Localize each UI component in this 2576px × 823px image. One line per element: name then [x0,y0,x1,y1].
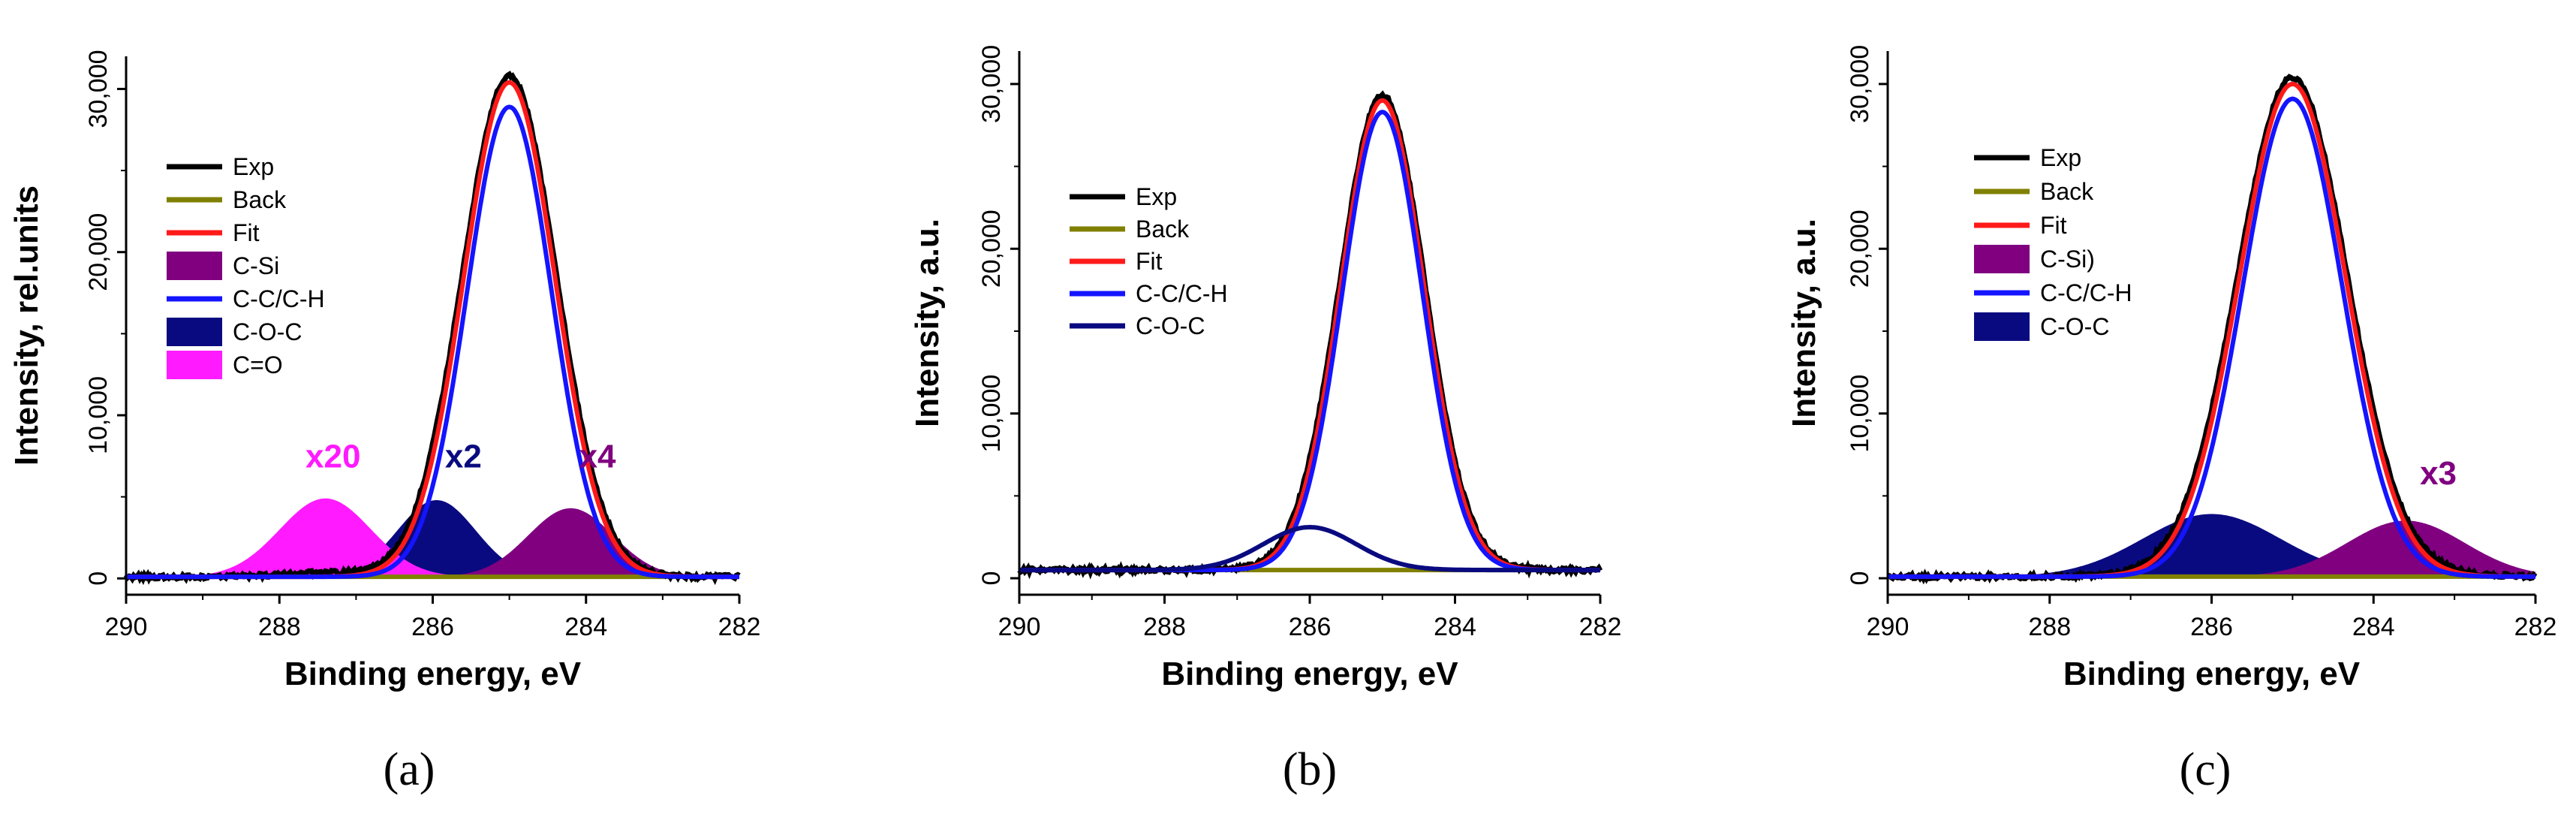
x-tick-label: 284 [1434,613,1476,641]
x-tick-label: 284 [2352,613,2395,641]
chart-panel-b: 290 288 286 284 282 0 10,000 20,000 30,000 Bindin… [909,45,1621,795]
y-tick-label: 30,000 [84,50,113,128]
panel-label: (b) [1283,744,1337,795]
x-axis-label: Binding energy, eV [284,656,582,692]
y-tick-label: 0 [84,571,113,586]
y-axis-label: Intensity, a.u. [1786,219,1822,427]
peak-fill-c-o-c [126,500,739,577]
legend-label: C-O-C [1136,312,1205,339]
legend-label: Back [233,186,287,213]
panel-label: (c) [2180,744,2231,795]
x-tick-label: 288 [2028,613,2071,641]
y-tick-label: 30,000 [977,45,1006,123]
peak-fill-c-si [126,508,739,577]
y-axis-label: Intensity, a.u. [909,219,946,427]
x-axis-label: Binding energy, eV [2063,656,2361,692]
x-tick-label: 286 [1289,613,1332,641]
plot-area [1017,90,1603,580]
y-tick-label: 10,000 [84,376,113,454]
legend-label: Exp [1136,183,1177,210]
peak-fill-c-o-c [1888,514,2535,577]
legend-label: C-O-C [233,318,302,345]
peak-fill-c-si- [1888,520,2535,577]
x-tick-label: 282 [1579,613,1622,641]
x-tick-label: 288 [258,613,301,641]
legend-label: Exp [233,153,274,180]
legend: Exp Back Fit C-Si) C-C/C-H C-O-C [1974,144,2132,341]
x-tick-label: 282 [718,613,761,641]
multiplier-annotation: x3 [2420,455,2457,492]
y-tick-label: 0 [1846,571,1874,586]
panel-label: (a) [384,744,435,795]
plot-area [123,71,741,586]
y-tick-label: 20,000 [1846,210,1874,288]
x-tick-label: 288 [1143,613,1186,641]
x-tick-label: 290 [105,613,148,641]
legend-label: Fit [233,219,260,246]
y-tick-label: 20,000 [84,213,113,291]
legend-label: C-O-C [2040,313,2109,340]
legend-swatch-c-si [167,252,222,280]
legend-label: Exp [2040,144,2081,171]
y-tick-label: 30,000 [1846,45,1874,123]
peak-line-c-c-c-h [1888,96,2535,579]
x-tick-label: 286 [2190,613,2233,641]
peak-line-c-c-c-h [126,104,739,580]
multiplier-annotation: x20 [305,439,360,475]
x-axis-label: Binding energy, eV [1161,656,1458,692]
y-axis-label: Intensity, rel.units [8,185,45,466]
legend-swatch-c-si- [1974,245,2030,273]
legend-swatch-c-o [167,351,222,379]
y-tick-label: 10,000 [977,375,1006,453]
legend-label: C=O [233,351,283,378]
multiplier-annotation: x2 [445,439,482,475]
y-tick-label: 0 [977,571,1006,586]
peak-line-c-c-c-h [1019,110,1600,573]
x-tick-label: 290 [1867,613,1909,641]
legend-label: C-C/C-H [1136,280,1228,307]
fit-curve [1019,98,1600,573]
legend-label: C-Si) [2040,246,2095,273]
peak-line-c-o-c [1019,524,1600,573]
exp-curve [1017,90,1603,580]
plot-area [1887,74,2538,585]
multiplier-annotation: x4 [579,439,616,475]
x-tick-label: 282 [2514,613,2557,641]
legend-swatch-c-o-c [167,318,222,346]
legend-label: Back [2040,178,2094,205]
legend-label: C-C/C-H [2040,279,2132,306]
legend-label: C-Si [233,252,279,279]
y-tick-label: 10,000 [1846,375,1874,453]
legend-label: Back [1136,216,1190,243]
peak-fill-c-o [126,498,739,577]
legend-label: Fit [2040,212,2067,239]
legend: Exp Back Fit C-Si C-C/C-H C-O-C C=O [167,153,325,379]
chart-panel-c: 290 288 286 284 282 0 10,000 20,000 30,000 Bindin… [1786,45,2556,795]
legend-label: Fit [1136,248,1163,275]
x-tick-label: 286 [411,613,454,641]
y-tick-label: 20,000 [977,210,1006,288]
chart-panel-a: 290 288 286 284 282 0 10,000 20,000 30,000 Bindin… [8,50,760,795]
legend: Exp Back Fit C-C/C-H C-O-C [1070,183,1228,339]
x-tick-label: 284 [564,613,607,641]
legend-swatch-c-o-c [1974,312,2030,341]
x-tick-label: 290 [998,613,1041,641]
legend-label: C-C/C-H [233,285,325,312]
